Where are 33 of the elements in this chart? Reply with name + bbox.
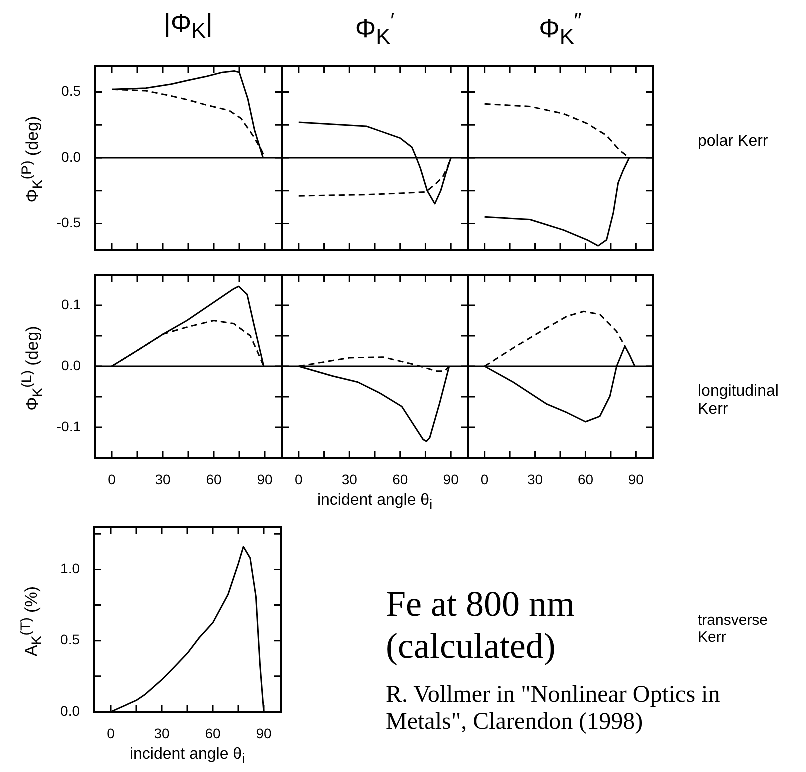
x-tick-label: 0: [480, 471, 489, 488]
x-tick-label: 30: [527, 471, 544, 488]
text: polar Kerr: [698, 133, 770, 151]
x-tick-label: 0: [295, 471, 304, 488]
x-tick-label: 60: [206, 471, 222, 488]
y-tick-label: 0.0: [62, 148, 82, 165]
x-tick-label: 60: [205, 725, 221, 742]
y-tick-label: 0.5: [62, 83, 82, 100]
text: R. Vollmer in "Nonlinear Optics in Metals", Clarendon (1998): [386, 682, 722, 736]
y-tick-label: -0.1: [56, 418, 82, 434]
y-tick-label: 0.1: [62, 296, 82, 312]
text: transverse Kerr: [698, 612, 770, 646]
x-tick-label: 90: [256, 725, 272, 742]
x-tick-label: 0: [107, 725, 116, 742]
y-tick-label: 0.0: [60, 702, 80, 719]
chart-title: |Φ$_{K}$|: [163, 8, 214, 44]
x-axis-title: incident angle θ$_{i}$: [128, 746, 246, 766]
x-tick-label: 90: [257, 471, 273, 488]
y-tick-label: 0.0: [62, 357, 82, 374]
y-tick-label: 1.0: [60, 560, 80, 577]
x-tick-label: 30: [342, 471, 358, 488]
text: Fe at 800 nm (calculated): [386, 583, 576, 667]
text: longitudinal Kerr: [698, 383, 780, 419]
x-tick-label: 60: [578, 471, 594, 488]
x-tick-label: 30: [155, 471, 171, 488]
y-tick-label: 0.5: [60, 632, 80, 648]
y-tick-label: -0.5: [56, 214, 82, 231]
x-axis-title: incident angle θ$_{i}$: [316, 492, 434, 512]
x-tick-label: 0: [108, 471, 116, 488]
x-tick-label: 60: [392, 471, 408, 488]
x-tick-label: 90: [443, 471, 460, 488]
x-tick-label: 90: [628, 471, 644, 488]
x-tick-label: 30: [154, 725, 170, 742]
